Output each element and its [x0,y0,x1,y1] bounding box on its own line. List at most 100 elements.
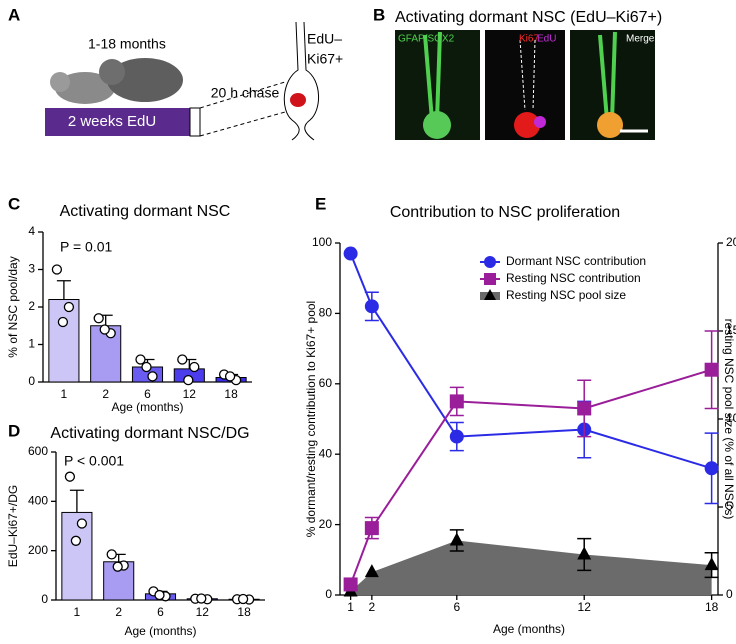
data-point [147,371,158,382]
mouse [107,58,183,102]
series-line [349,253,712,470]
chart-title: Activating dormant NSC/DG [50,425,249,442]
x-tick-label: 1 [61,387,68,401]
legend-marker [484,289,496,300]
x-tick-label: 12 [183,387,197,401]
data-point [237,593,249,605]
y-tick-label: 200 [28,543,48,557]
marker [704,461,719,476]
x-axis-label: Age (months) [124,624,196,638]
cell-outline [283,21,320,141]
y-tick-label: 60 [319,376,333,390]
stain-label: EdU [537,34,556,45]
edu-bar [45,108,190,136]
bar [48,299,80,383]
y-tick-label: 4 [28,224,35,238]
legend-label: Resting NSC pool size [506,288,626,302]
bar [61,511,93,601]
data-point [106,549,117,560]
annotation: P = 0.01 [60,239,113,255]
marker [704,362,719,377]
age-label: 1-18 months [88,36,166,52]
data-point [189,361,200,373]
x-tick-label: 1 [74,605,81,619]
chart-title: Contribution to NSC proliferation [390,204,620,221]
data-point [224,371,236,382]
y-tick-label: 5 [726,499,733,513]
y-tick-label: 10 [726,411,736,425]
marker [449,429,464,444]
x-tick-label: 6 [157,605,164,619]
marker [577,546,592,560]
y-tick-label: 20 [319,517,333,531]
x-tick-label: 12 [196,605,210,619]
data-point [135,354,146,365]
x-tick-label: 6 [144,387,151,401]
nucleus [290,93,306,107]
marker [449,532,464,546]
merge-cell [597,112,623,138]
x-tick-label: 18 [237,605,251,619]
data-point [63,301,75,313]
panel-letter: C [8,194,20,213]
panel-title: Activating dormant NSC (EdU–Ki67+) [395,9,662,26]
x-tick-label: 6 [453,600,460,614]
error-bar [69,489,84,513]
stain-label: Ki67 [519,34,539,45]
data-point [57,316,69,328]
y-axis-label: EdU–Ki67+/DG [6,485,20,567]
panel-letter: E [315,194,326,213]
zoom-line [199,111,286,137]
data-point [70,535,82,546]
chase-bar [189,107,201,137]
mouse [55,72,115,104]
x-tick-label: 2 [115,605,122,619]
x-tick-label: 2 [369,600,376,614]
data-point [196,593,207,604]
data-point [99,324,110,335]
chart-title: Activating dormant NSC [60,203,231,220]
panel-letter: D [8,421,20,440]
y-tick-label: 40 [319,446,333,460]
marker [704,557,719,571]
y-tick-label: 0 [726,587,733,601]
y-tick-label: 0 [28,374,35,388]
x-axis-label: Age (months) [493,622,565,636]
stain-label: Merge [626,34,655,45]
cell-body [423,111,451,139]
nucleus [514,112,540,138]
y-tick-label: 400 [28,494,48,508]
outline [519,39,536,111]
marker [364,564,379,578]
y-tick-label: 0 [41,592,48,606]
data-point [112,561,123,572]
marker [364,521,379,536]
legend-label: Dormant NSC contribution [506,254,646,268]
edu [534,116,546,128]
panel-letter: B [373,5,385,24]
x-tick-label: 12 [578,600,592,614]
y-axis-label: % of NSC pool/day [6,256,20,357]
marker [343,246,358,261]
marker [577,401,592,416]
y-tick-label: 15 [726,323,736,337]
chase-label: 20 h chase [211,85,280,101]
panel-b: B Activating dormant NSC (EdU–Ki67+) GFA… [373,5,662,140]
data-point [93,313,104,324]
y2-axis-label: resting NSC pool size (% of all NSCs) [722,319,736,520]
data-point [76,518,88,529]
y-tick-label: 80 [319,306,333,320]
area [350,540,712,595]
cell-label: EdU– [307,31,342,47]
y-tick-label: 0 [325,587,332,601]
error-bar [56,280,71,300]
mouse-head [50,72,70,92]
data-point [177,354,188,365]
annotation: P < 0.001 [64,453,124,469]
bar [90,325,122,383]
y-tick-label: 20 [726,235,736,249]
marker [449,394,464,409]
y-tick-label: 600 [28,444,48,458]
x-tick-label: 18 [224,387,238,401]
